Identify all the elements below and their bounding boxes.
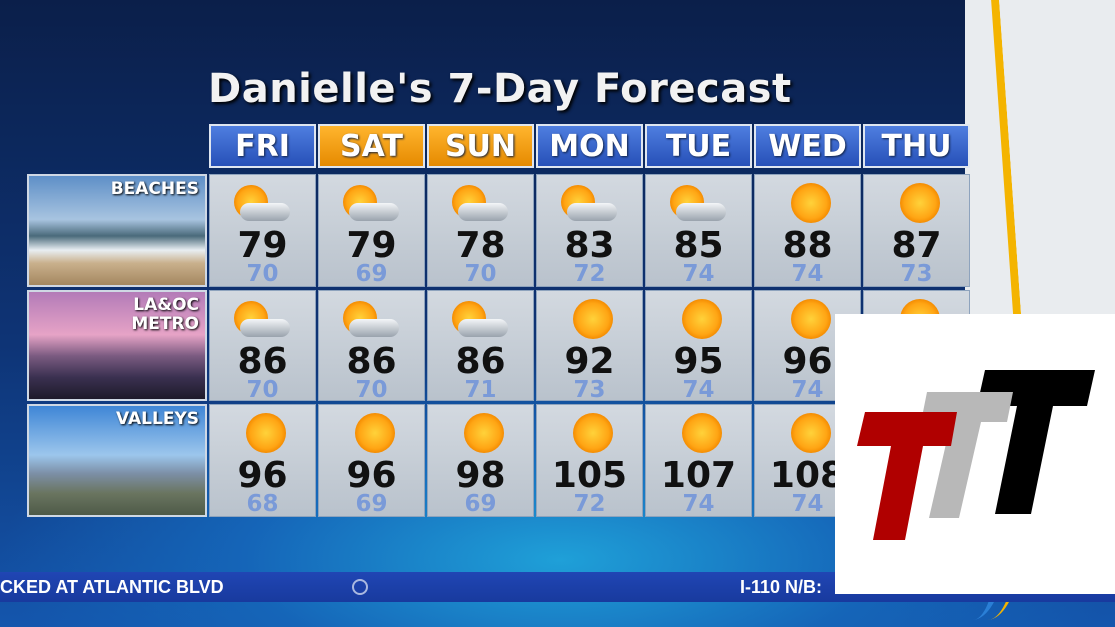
cloud-icon <box>458 319 508 337</box>
low-temp: 70 <box>246 261 279 287</box>
ttt-logo <box>835 314 1115 594</box>
cloud-icon <box>676 203 726 221</box>
ticker-text-right: I-110 N/B: <box>740 577 823 597</box>
high-temp: 95 <box>673 341 724 382</box>
cloud-icon <box>567 203 617 221</box>
region-label: BEACHES <box>110 179 199 199</box>
forecast-cell: 78 70 <box>427 174 534 287</box>
forecast-cell: 88 74 <box>754 174 861 287</box>
high-temp: 86 <box>237 341 288 382</box>
forecast-cell: 95 74 <box>645 290 752 403</box>
high-temp: 83 <box>564 225 615 266</box>
forecast-title: Danielle's 7-Day Forecast <box>208 66 792 112</box>
cloud-icon <box>458 203 508 221</box>
forecast-cell: 98 69 <box>427 404 534 517</box>
sun-icon <box>682 299 722 339</box>
forecast-cell: 86 70 <box>209 290 316 403</box>
cloud-icon <box>240 319 290 337</box>
high-temp: 98 <box>455 455 506 496</box>
low-temp: 73 <box>573 377 606 403</box>
low-temp: 74 <box>791 491 824 517</box>
day-header-wed: WED <box>754 124 861 168</box>
sun-icon <box>900 183 940 223</box>
region-image: VALLEYS <box>27 404 207 517</box>
low-temp: 69 <box>355 261 388 287</box>
high-temp: 96 <box>237 455 288 496</box>
day-header-sat: SAT <box>318 124 425 168</box>
low-temp: 72 <box>573 491 606 517</box>
forecast-cell: 96 68 <box>209 404 316 517</box>
cbs-eye-icon <box>352 579 368 595</box>
high-temp: 78 <box>455 225 506 266</box>
forecast-cell: 86 71 <box>427 290 534 403</box>
high-temp: 96 <box>782 341 833 382</box>
sun-icon <box>791 413 831 453</box>
high-temp: 105 <box>551 455 628 496</box>
high-temp: 79 <box>237 225 288 266</box>
sun-icon <box>355 413 395 453</box>
high-temp: 85 <box>673 225 724 266</box>
cloud-icon <box>240 203 290 221</box>
day-header-fri: FRI <box>209 124 316 168</box>
sun-icon <box>791 299 831 339</box>
low-temp: 74 <box>791 261 824 287</box>
low-temp: 69 <box>355 491 388 517</box>
forecast-cell: 96 69 <box>318 404 425 517</box>
forecast-cell: 105 72 <box>536 404 643 517</box>
forecast-cell: 79 69 <box>318 174 425 287</box>
forecast-cell: 86 70 <box>318 290 425 403</box>
high-temp: 92 <box>564 341 615 382</box>
low-temp: 68 <box>246 491 279 517</box>
forecast-cell: 79 70 <box>209 174 316 287</box>
high-temp: 88 <box>782 225 833 266</box>
day-header-sun: SUN <box>427 124 534 168</box>
sun-icon <box>246 413 286 453</box>
low-temp: 69 <box>464 491 497 517</box>
sun-icon <box>682 413 722 453</box>
low-temp: 74 <box>791 377 824 403</box>
low-temp: 70 <box>355 377 388 403</box>
high-temp: 87 <box>891 225 942 266</box>
forecast-cell: 92 73 <box>536 290 643 403</box>
high-temp: 108 <box>769 455 846 496</box>
high-temp: 107 <box>660 455 737 496</box>
forecast-cell: 107 74 <box>645 404 752 517</box>
region-label: LA&OC METRO <box>131 295 199 334</box>
forecast-cell: 85 74 <box>645 174 752 287</box>
region-image: LA&OC METRO <box>27 290 207 401</box>
low-temp: 71 <box>464 377 497 403</box>
cloud-icon <box>349 319 399 337</box>
sun-icon <box>573 413 613 453</box>
high-temp: 79 <box>346 225 397 266</box>
ticker-text-left: CKED AT ATLANTIC BLVD <box>0 577 224 597</box>
low-temp: 70 <box>464 261 497 287</box>
region-label: VALLEYS <box>116 409 199 429</box>
forecast-cell: 83 72 <box>536 174 643 287</box>
day-header-tue: TUE <box>645 124 752 168</box>
day-header-thu: THU <box>863 124 970 168</box>
region-image: BEACHES <box>27 174 207 287</box>
low-temp: 72 <box>573 261 606 287</box>
sun-icon <box>791 183 831 223</box>
high-temp: 96 <box>346 455 397 496</box>
low-temp: 74 <box>682 377 715 403</box>
cloud-icon <box>349 203 399 221</box>
high-temp: 86 <box>346 341 397 382</box>
side-panel <box>965 0 1115 330</box>
high-temp: 86 <box>455 341 506 382</box>
day-header-mon: MON <box>536 124 643 168</box>
low-temp: 74 <box>682 261 715 287</box>
forecast-cell: 87 73 <box>863 174 970 287</box>
sun-icon <box>464 413 504 453</box>
low-temp: 70 <box>246 377 279 403</box>
sun-icon <box>573 299 613 339</box>
low-temp: 73 <box>900 261 933 287</box>
forecast-cell: 96 74 <box>754 290 861 403</box>
low-temp: 74 <box>682 491 715 517</box>
